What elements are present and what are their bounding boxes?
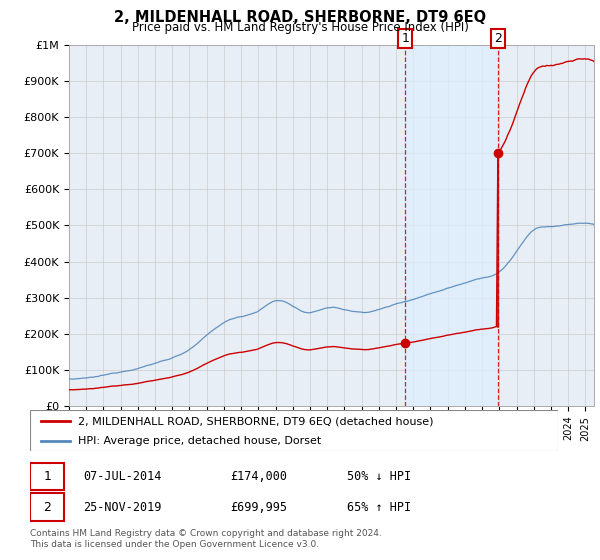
Text: 50% ↓ HPI: 50% ↓ HPI [347,470,411,483]
Text: 2: 2 [494,32,502,45]
Text: Price paid vs. HM Land Registry's House Price Index (HPI): Price paid vs. HM Land Registry's House … [131,21,469,34]
Text: Contains HM Land Registry data © Crown copyright and database right 2024.
This d: Contains HM Land Registry data © Crown c… [30,529,382,549]
Text: 1: 1 [43,470,52,483]
Text: £699,995: £699,995 [230,501,287,514]
Text: HPI: Average price, detached house, Dorset: HPI: Average price, detached house, Dors… [77,436,321,446]
Bar [30,493,64,521]
Text: 65% ↑ HPI: 65% ↑ HPI [347,501,411,514]
Text: 2, MILDENHALL ROAD, SHERBORNE, DT9 6EQ (detached house): 2, MILDENHALL ROAD, SHERBORNE, DT9 6EQ (… [77,417,433,426]
Text: 2: 2 [43,501,52,514]
Text: 07-JUL-2014: 07-JUL-2014 [83,470,161,483]
Text: 2, MILDENHALL ROAD, SHERBORNE, DT9 6EQ: 2, MILDENHALL ROAD, SHERBORNE, DT9 6EQ [114,10,486,25]
Text: 1: 1 [401,32,409,45]
Text: 25-NOV-2019: 25-NOV-2019 [83,501,161,514]
Bar [406,45,497,406]
Bar [30,463,64,491]
Text: £174,000: £174,000 [230,470,287,483]
